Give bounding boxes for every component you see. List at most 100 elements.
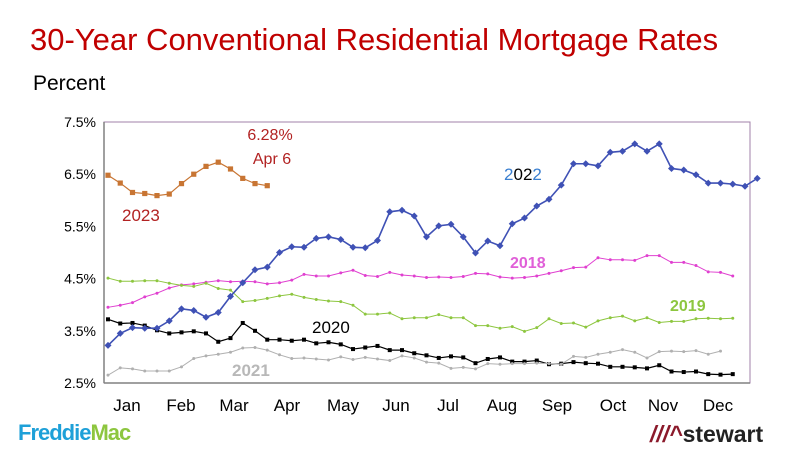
data-point-2020 [167,331,172,336]
data-point-2023 [215,159,221,165]
data-point-2022 [582,160,590,168]
data-point-2020 [338,342,343,347]
data-point-2018 [633,258,637,262]
data-point-2020 [730,372,735,377]
data-point-2021 [657,350,661,354]
data-point-2018 [547,271,551,275]
data-point-2019 [633,319,637,323]
data-point-2018 [253,280,257,284]
y-tick-label: 5.5% [64,218,96,234]
data-point-2019 [204,281,208,285]
data-point-2020 [326,340,331,345]
data-point-2019 [731,316,735,320]
data-point-2020 [498,355,502,360]
data-point-2021 [621,348,624,352]
data-point-2019 [608,316,612,320]
data-point-2019 [706,316,710,320]
data-point-2019 [572,321,575,325]
data-point-2022 [300,243,308,251]
data-point-2021 [363,355,367,359]
data-point-2022 [398,206,406,214]
data-point-2018 [167,286,171,290]
data-point-2019 [559,321,563,325]
data-point-2019 [131,279,134,283]
data-point-2018 [461,275,465,279]
series-label-2023: 2023 [122,206,160,225]
data-point-2018 [388,270,392,274]
data-point-2021 [425,360,428,364]
data-point-2019 [682,319,686,323]
data-point-2022 [190,306,198,314]
data-point-2020 [694,369,698,374]
data-point-2018 [229,280,232,284]
data-point-2021 [327,358,330,362]
data-point-2022 [165,317,173,325]
data-point-2023 [105,172,111,178]
data-point-2020 [412,351,417,356]
data-point-2021 [376,357,379,361]
data-point-2018 [584,265,588,269]
stewart-logo: ///^stewart [650,421,764,447]
data-point-2022 [129,324,136,332]
annotation-latest-date: Apr 6 [253,151,291,168]
data-point-2018 [216,279,220,283]
data-point-2019 [351,303,355,307]
data-point-2020 [596,361,600,366]
data-point-2018 [376,275,379,279]
data-point-2022 [459,233,467,241]
data-point-2021 [706,352,710,356]
data-point-2019 [535,326,539,330]
data-point-2018 [327,274,330,278]
data-point-2019 [302,295,306,299]
data-point-2020 [449,354,453,359]
data-point-2022 [606,148,614,156]
data-point-2022 [325,233,332,241]
x-tick-label: Apr [274,396,301,415]
data-point-2021 [449,366,453,370]
series-label-2019: 2019 [670,298,706,315]
data-point-2020 [485,356,490,361]
data-point-2021 [682,350,686,354]
data-point-2021 [302,356,306,360]
data-point-2020 [277,337,282,342]
data-point-2018 [706,270,710,274]
data-point-2018 [486,272,490,276]
data-point-2018 [559,269,563,273]
data-point-2022 [349,243,357,251]
plot-frame [103,121,751,384]
data-point-2021 [437,361,441,365]
data-point-2021 [118,366,122,370]
data-point-2023 [166,191,172,197]
data-point-2021 [523,362,526,366]
data-point-2019 [106,276,110,280]
annotation-latest-value: 6.28% [247,127,292,144]
x-tick-label: Oct [600,396,627,415]
data-point-2023 [178,180,185,187]
data-point-2020 [179,330,184,335]
data-point-2019 [498,326,502,330]
data-point-2018 [572,266,575,270]
y-tick-label: 3.5% [64,323,96,339]
x-tick-label: Mar [219,396,249,415]
data-point-2021 [339,355,343,359]
data-point-2020 [461,355,466,360]
data-point-2021 [388,359,392,363]
data-point-2022 [104,341,112,349]
y-tick-label: 2.5% [64,375,96,391]
data-point-2020 [657,363,662,368]
data-point-2021 [143,369,147,373]
data-point-2021 [547,362,551,366]
data-point-2023 [142,190,148,197]
data-point-2020 [118,321,123,326]
data-point-2022 [692,171,700,179]
data-point-2019 [118,279,122,283]
data-point-2023 [264,183,270,189]
data-point-2018 [498,275,502,279]
data-point-2022 [521,214,528,222]
data-point-2018 [535,274,539,278]
data-point-2021 [204,354,208,358]
data-point-2019 [412,316,416,320]
data-point-2022 [153,324,161,332]
data-point-2023 [129,189,136,196]
data-point-2022 [717,179,724,187]
